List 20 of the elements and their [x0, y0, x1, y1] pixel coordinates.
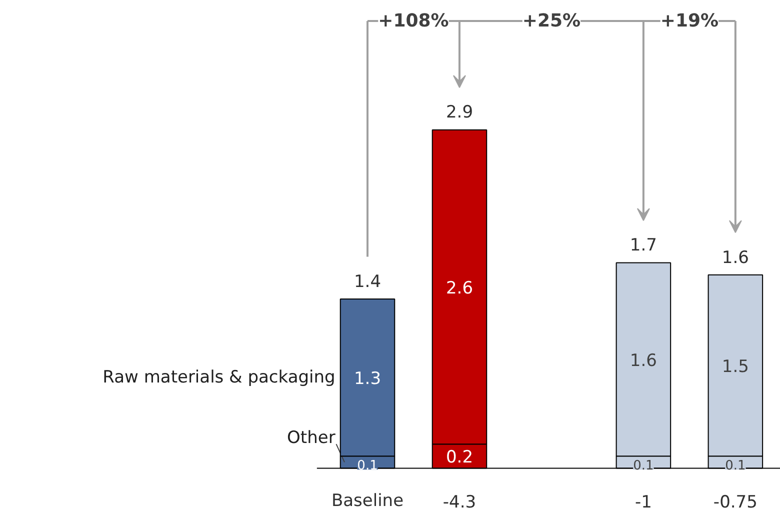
data-label: 1.5 — [722, 357, 749, 378]
data-label: 0.1 — [725, 458, 746, 474]
data-label: 0.1 — [633, 458, 654, 474]
x-tick-label: Baseline — [331, 490, 404, 511]
x-tick-label: -0.75 — [713, 492, 758, 512]
total-label: 2.9 — [446, 102, 474, 123]
total-label: 1.7 — [630, 236, 657, 256]
data-label: 1.6 — [630, 350, 657, 371]
series-label: Other — [287, 428, 336, 448]
data-label: 1.3 — [354, 369, 382, 390]
total-label: 1.4 — [354, 272, 382, 292]
total-label: 1.6 — [722, 248, 749, 268]
text: +25% — [522, 10, 581, 32]
data-label: 2.6 — [446, 278, 474, 298]
data-label: 0.2 — [446, 448, 474, 468]
text: +19% — [660, 10, 719, 32]
text: +108% — [378, 10, 449, 32]
series-label: Raw materials & packaging — [102, 368, 336, 388]
x-tick-label: -1 — [634, 492, 652, 512]
x-tick-label: -4.3 — [442, 492, 476, 512]
